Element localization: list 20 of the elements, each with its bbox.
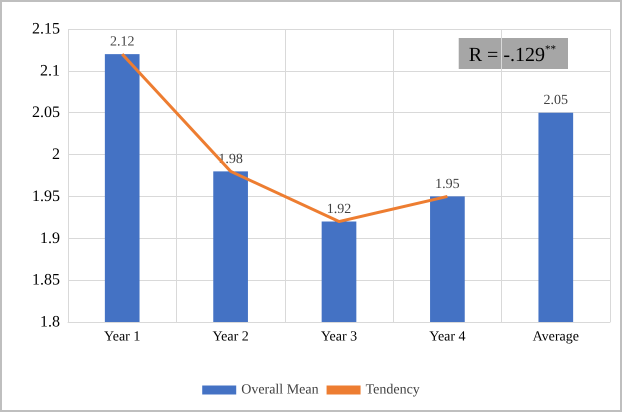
x-tick-label: Year 1 — [104, 330, 140, 344]
y-tick-label: 2.05 — [32, 104, 60, 122]
x-tick-label: Average — [532, 330, 579, 344]
x-tick-label: Year 2 — [212, 330, 249, 344]
x-tick-label: Year 3 — [320, 330, 358, 344]
y-tick-label: 2 — [52, 146, 60, 164]
data-label: 1.92 — [326, 202, 352, 218]
y-tick-label: 1.95 — [32, 188, 60, 205]
data-label: 1.95 — [435, 176, 460, 192]
annotation: R = -.129** — [468, 44, 556, 66]
y-tick-label: 2.15 — [32, 20, 60, 38]
legend-label: Overall Mean — [241, 382, 319, 398]
y-tick-label: 1.9 — [40, 230, 60, 247]
data-label: 2.05 — [544, 93, 568, 108]
x-tick-label: Year 4 — [429, 330, 466, 344]
y-tick-label: 1.85 — [32, 272, 60, 289]
y-tick-label: 1.8 — [40, 314, 60, 330]
legend-label: Tendency — [366, 382, 420, 398]
data-label: 2.12 — [110, 34, 134, 50]
y-tick-label: 2.1 — [40, 62, 60, 80]
